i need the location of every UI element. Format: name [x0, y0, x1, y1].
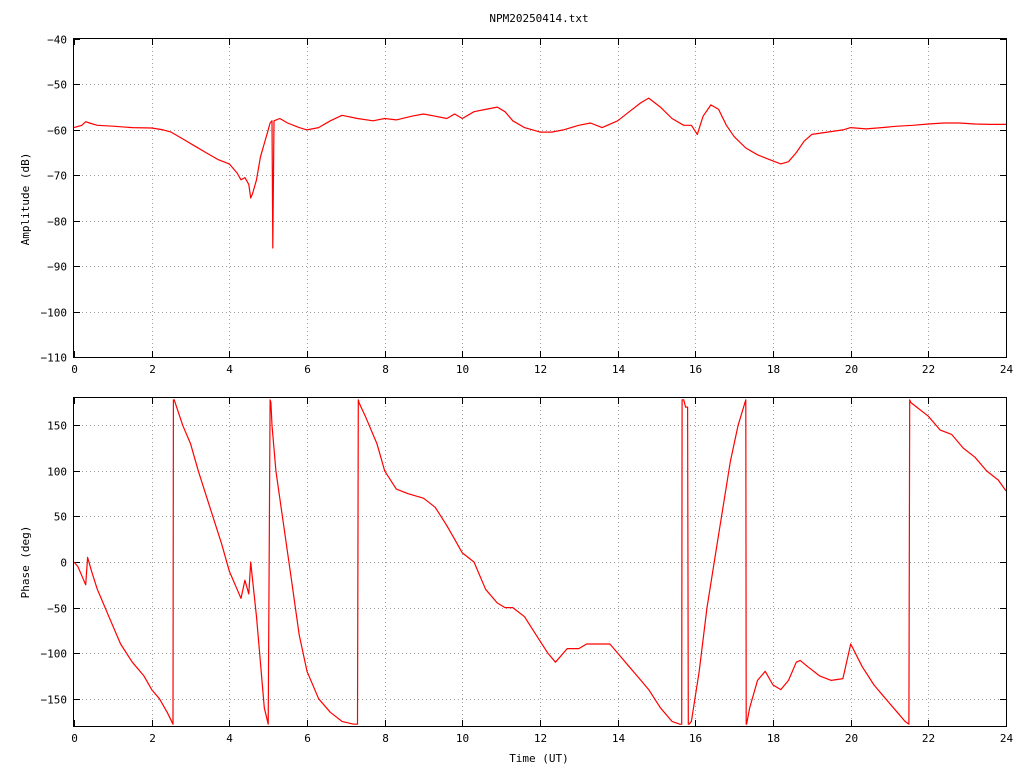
amplitude-ticks: −110−100−90−80−70−60−50−400 2 4 6 8 10 12 14 16 1…	[41, 34, 1014, 377]
phase-y-tick-label: 100	[47, 466, 67, 479]
phase-series-line	[73, 399, 1007, 725]
amplitude-series	[73, 97, 1006, 249]
phase-x-tick-label: 4	[226, 732, 233, 745]
phase-x-tick-label: 24	[1000, 732, 1014, 745]
phase-plot-frame	[73, 397, 1007, 727]
amplitude-x-tick-label: 2	[149, 363, 156, 376]
amplitude-x-tick-label: 8	[382, 363, 389, 376]
amplitude-grid	[74, 39, 1006, 357]
amplitude-y-tick-label: −100	[41, 307, 68, 320]
phase-y-tick-label: 50	[54, 511, 67, 524]
phase-y-tick-label: −50	[47, 603, 67, 616]
phase-y-tick-label: −100	[41, 648, 68, 661]
amplitude-x-tick-label: 24	[1000, 363, 1014, 376]
amplitude-x-tick-label: 10	[456, 363, 469, 376]
chart-title: NPM20250414.txt	[489, 12, 588, 25]
phase-y-axis-label: Phase (deg)	[19, 526, 32, 599]
amplitude-y-tick-label: −110	[41, 352, 68, 365]
amplitude-y-tick-label: −70	[47, 170, 67, 183]
phase-x-tick-label: 10	[456, 732, 469, 745]
amplitude-y-tick-label: −60	[47, 125, 67, 138]
time-x-axis-label: Time (UT)	[509, 752, 569, 765]
phase-y-tick-label: 0	[60, 557, 67, 570]
phase-x-tick-label: 14	[612, 732, 626, 745]
amplitude-x-tick-label: 14	[612, 363, 626, 376]
amplitude-x-tick-label: 18	[767, 363, 780, 376]
amplitude-y-tick-label: −50	[47, 79, 67, 92]
amplitude-x-tick-label: 4	[226, 363, 233, 376]
phase-y-tick-label: −150	[41, 694, 68, 707]
phase-x-tick-label: 2	[149, 732, 156, 745]
amplitude-y-tick-label: −80	[47, 216, 67, 229]
amplitude-y-tick-label: −90	[47, 261, 67, 274]
phase-x-tick-label: 8	[382, 732, 389, 745]
amplitude-x-tick-label: 0	[71, 363, 78, 376]
phase-x-tick-label: 22	[922, 732, 935, 745]
phase-x-tick-label: 6	[304, 732, 311, 745]
amplitude-x-tick-label: 12	[534, 363, 547, 376]
phase-x-tick-label: 16	[689, 732, 702, 745]
amplitude-y-tick-label: −40	[47, 34, 67, 47]
phase-x-tick-label: 20	[845, 732, 858, 745]
amplitude-x-tick-label: 6	[304, 363, 311, 376]
amplitude-series-line	[73, 97, 1006, 249]
phase-x-tick-label: 0	[71, 732, 78, 745]
phase-x-tick-label: 18	[767, 732, 780, 745]
amplitude-x-tick-label: 20	[845, 363, 858, 376]
amplitude-x-tick-label: 16	[689, 363, 702, 376]
amplitude-plot-frame	[73, 38, 1007, 358]
phase-series	[73, 399, 1007, 725]
amplitude-panel: −110−100−90−80−70−60−50−400 2 4 6 8 10 12 14 16 1…	[19, 34, 1013, 377]
phase-grid	[74, 398, 1006, 726]
phase-x-tick-label: 12	[534, 732, 547, 745]
phase-y-tick-label: 150	[47, 420, 67, 433]
amplitude-y-axis-label: Amplitude (dB)	[19, 153, 32, 246]
amplitude-x-tick-label: 22	[922, 363, 935, 376]
